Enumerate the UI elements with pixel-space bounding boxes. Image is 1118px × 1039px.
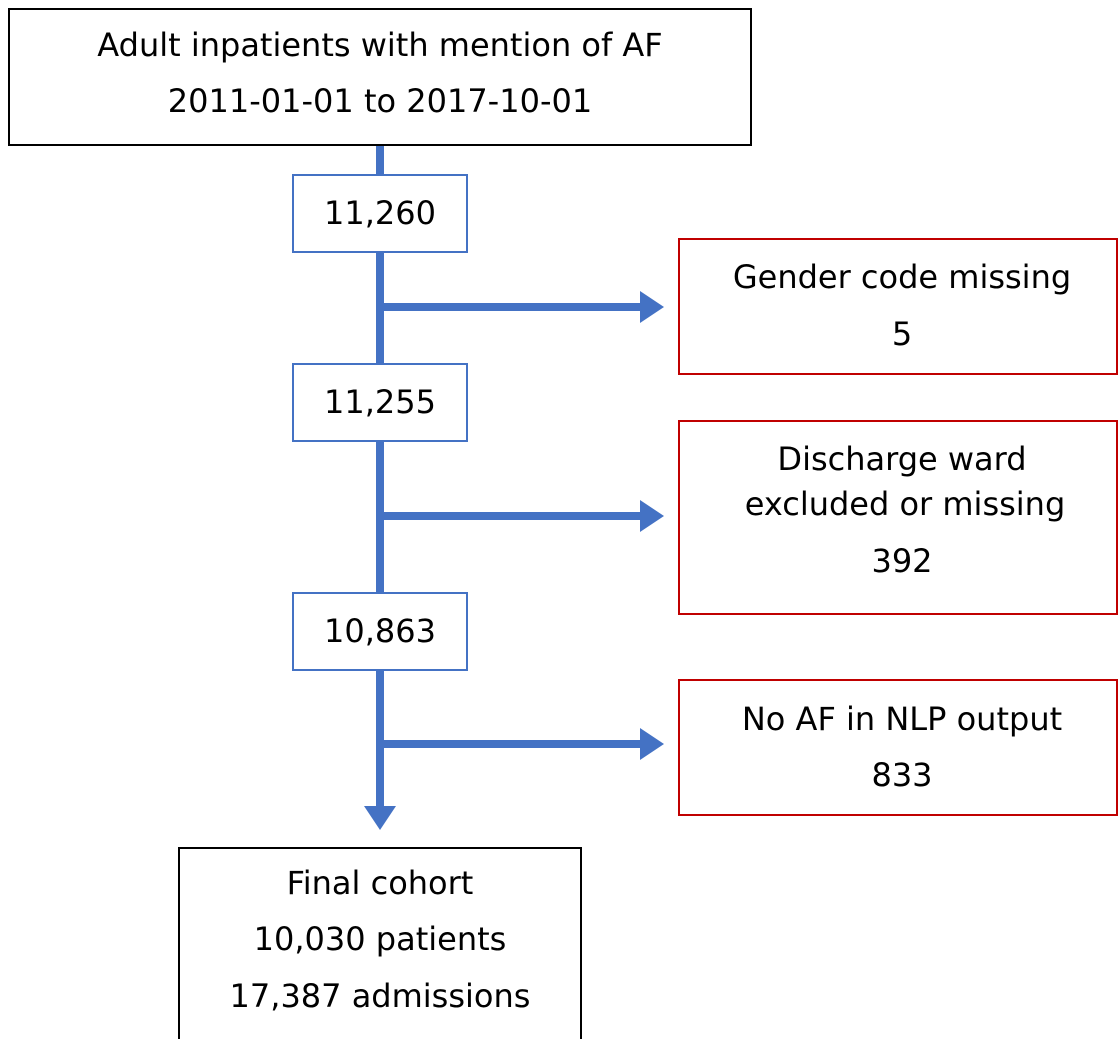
exclusion-text: 833 bbox=[871, 756, 932, 794]
start-text: Adult inpatients with mention of AF bbox=[97, 26, 662, 64]
final-text: 10,030 patients bbox=[254, 920, 507, 958]
exclusion-text: Gender code missing bbox=[733, 258, 1071, 296]
exclusion-text: Discharge ward bbox=[777, 440, 1026, 478]
count-box bbox=[292, 363, 468, 442]
exclusion-text: excluded or missing bbox=[745, 485, 1066, 523]
exclusion-box bbox=[678, 420, 1118, 615]
count-text: 11,255 bbox=[324, 383, 436, 421]
count-text: 10,863 bbox=[324, 612, 436, 650]
exclusion-text: 392 bbox=[871, 542, 932, 580]
exclusion-box bbox=[678, 238, 1118, 375]
exclusion-text: No AF in NLP output bbox=[742, 700, 1062, 738]
start-box bbox=[8, 8, 752, 146]
exclusion-text: 5 bbox=[892, 315, 912, 353]
final-text: 17,387 admissions bbox=[230, 977, 531, 1015]
start-text: 2011-01-01 to 2017-10-01 bbox=[168, 82, 592, 120]
exclusion-box bbox=[678, 679, 1118, 816]
final-box bbox=[178, 847, 582, 1039]
count-text: 11,260 bbox=[324, 194, 436, 232]
count-box bbox=[292, 592, 468, 671]
final-text: Final cohort bbox=[287, 864, 474, 902]
count-box bbox=[292, 174, 468, 253]
